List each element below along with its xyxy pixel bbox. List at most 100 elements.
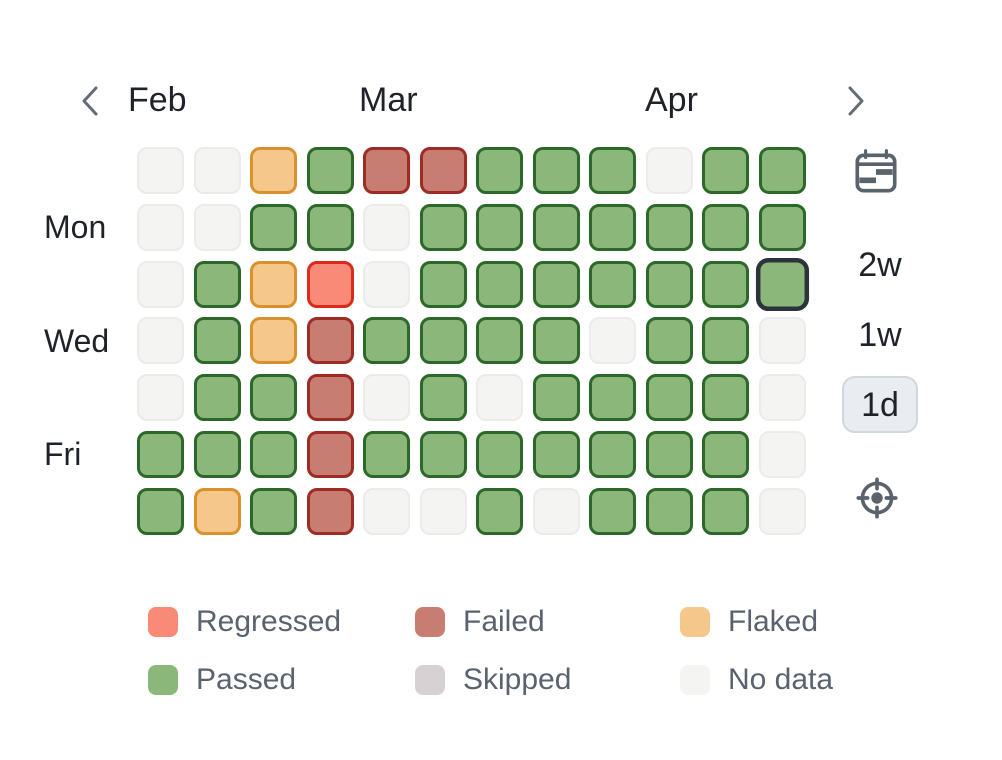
grid-cell[interactable] bbox=[702, 430, 749, 478]
grid-cell[interactable] bbox=[193, 430, 241, 478]
grid-cell[interactable] bbox=[137, 260, 184, 308]
grid-cell[interactable] bbox=[702, 374, 749, 422]
locate-today-button[interactable] bbox=[851, 472, 903, 524]
grid-cell[interactable] bbox=[476, 430, 523, 478]
grid-cell[interactable] bbox=[250, 487, 297, 535]
grid-cell[interactable] bbox=[645, 317, 693, 365]
grid-cell[interactable] bbox=[306, 430, 354, 478]
grid-cell[interactable] bbox=[250, 317, 297, 365]
grid-cell[interactable] bbox=[702, 317, 749, 365]
failed-swatch bbox=[415, 607, 445, 637]
grid-cell[interactable] bbox=[250, 147, 297, 194]
grid-cell[interactable] bbox=[645, 374, 693, 422]
grid-cell[interactable] bbox=[250, 260, 297, 308]
grid-cell[interactable] bbox=[306, 147, 354, 194]
grid-cell[interactable] bbox=[363, 374, 410, 422]
range-2w-button[interactable]: 2w bbox=[858, 246, 902, 284]
grid-cell[interactable] bbox=[137, 317, 184, 365]
grid-cell[interactable] bbox=[419, 317, 467, 365]
grid-cell[interactable] bbox=[589, 203, 636, 251]
grid-cell[interactable] bbox=[137, 430, 184, 478]
grid-cell[interactable] bbox=[589, 374, 636, 422]
grid-cell[interactable] bbox=[532, 487, 580, 535]
range-1w-button[interactable]: 1w bbox=[858, 316, 902, 354]
grid-cell[interactable] bbox=[702, 203, 749, 251]
grid-cell[interactable] bbox=[589, 147, 636, 194]
prev-month-button[interactable] bbox=[76, 82, 106, 123]
grid-cell[interactable] bbox=[758, 147, 806, 194]
grid-cell[interactable] bbox=[363, 147, 410, 194]
grid-cell[interactable] bbox=[532, 260, 580, 308]
grid-cell[interactable] bbox=[419, 374, 467, 422]
grid-cell[interactable] bbox=[306, 203, 354, 251]
grid-cell[interactable] bbox=[193, 487, 241, 535]
grid-cell[interactable] bbox=[758, 203, 806, 251]
grid-cell[interactable] bbox=[193, 260, 241, 308]
grid-cell[interactable] bbox=[589, 317, 636, 365]
grid-cell[interactable] bbox=[419, 430, 467, 478]
grid-cell[interactable] bbox=[532, 374, 580, 422]
legend-item: No data bbox=[680, 660, 940, 700]
grid-cell[interactable] bbox=[758, 430, 806, 478]
grid-cell[interactable] bbox=[532, 147, 580, 194]
grid-cell[interactable] bbox=[702, 147, 749, 194]
grid-cell[interactable] bbox=[476, 487, 523, 535]
grid-cell[interactable] bbox=[476, 374, 523, 422]
grid-cell[interactable] bbox=[250, 430, 297, 478]
grid-cell[interactable] bbox=[250, 374, 297, 422]
grid-cell-selected[interactable] bbox=[755, 257, 809, 311]
grid-cell[interactable] bbox=[645, 147, 693, 194]
status-grid bbox=[137, 147, 809, 535]
grid-cell[interactable] bbox=[758, 317, 806, 365]
calendar-view-button[interactable] bbox=[850, 146, 902, 198]
grid-cell[interactable] bbox=[250, 203, 297, 251]
grid-cell[interactable] bbox=[137, 147, 184, 194]
grid-cell[interactable] bbox=[645, 203, 693, 251]
grid-cell[interactable] bbox=[532, 317, 580, 365]
grid-cell[interactable] bbox=[532, 203, 580, 251]
range-1d-button[interactable]: 1d bbox=[842, 376, 918, 433]
grid-cell[interactable] bbox=[363, 203, 410, 251]
grid-cell[interactable] bbox=[702, 487, 749, 535]
grid-cell[interactable] bbox=[758, 487, 806, 535]
grid-cell[interactable] bbox=[306, 260, 354, 308]
grid-cell[interactable] bbox=[363, 260, 410, 308]
grid-cell[interactable] bbox=[363, 487, 410, 535]
grid-cell[interactable] bbox=[645, 260, 693, 308]
day-label-wed: Wed bbox=[44, 323, 110, 359]
grid-cell[interactable] bbox=[419, 203, 467, 251]
grid-cell[interactable] bbox=[193, 374, 241, 422]
grid-cell[interactable] bbox=[589, 260, 636, 308]
grid-cell[interactable] bbox=[137, 203, 184, 251]
grid-cell[interactable] bbox=[363, 317, 410, 365]
grid-cell[interactable] bbox=[589, 487, 636, 535]
grid-cell[interactable] bbox=[193, 317, 241, 365]
grid-cell[interactable] bbox=[589, 430, 636, 478]
grid-cell[interactable] bbox=[476, 203, 523, 251]
grid-cell[interactable] bbox=[476, 260, 523, 308]
grid-cell[interactable] bbox=[306, 487, 354, 535]
grid-cell[interactable] bbox=[702, 260, 749, 308]
grid-cell[interactable] bbox=[363, 430, 410, 478]
grid-cell[interactable] bbox=[532, 430, 580, 478]
grid-cell[interactable] bbox=[645, 487, 693, 535]
grid-cell[interactable] bbox=[137, 487, 184, 535]
day-label-mon: Mon bbox=[44, 209, 107, 245]
legend: Regressed Failed Flaked Passed Skipped No dat… bbox=[148, 602, 940, 700]
grid-cell[interactable] bbox=[758, 374, 806, 422]
next-month-button[interactable] bbox=[840, 82, 870, 123]
grid-cell[interactable] bbox=[306, 317, 354, 365]
grid-cell[interactable] bbox=[306, 374, 354, 422]
grid-cell[interactable] bbox=[193, 147, 241, 194]
grid-cell[interactable] bbox=[193, 203, 241, 251]
grid-cell[interactable] bbox=[476, 317, 523, 365]
legend-item: Regressed bbox=[148, 602, 415, 642]
month-label-apr: Apr bbox=[645, 81, 698, 119]
grid-cell[interactable] bbox=[419, 147, 467, 194]
grid-cell[interactable] bbox=[137, 374, 184, 422]
grid-cell[interactable] bbox=[476, 147, 523, 194]
grid-cell[interactable] bbox=[419, 487, 467, 535]
flaked-swatch bbox=[680, 607, 710, 637]
grid-cell[interactable] bbox=[419, 260, 467, 308]
grid-cell[interactable] bbox=[645, 430, 693, 478]
